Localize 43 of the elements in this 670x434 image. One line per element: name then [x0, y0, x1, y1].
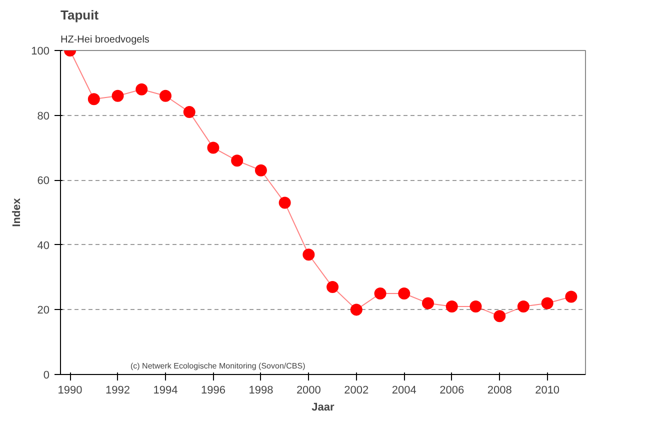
point [112, 90, 124, 102]
y-tick-label: 40 [37, 240, 50, 252]
y-tick-label: 60 [37, 175, 50, 188]
point [160, 90, 172, 102]
point [541, 297, 554, 310]
point [350, 304, 362, 316]
chart-subtitle: HZ-Hei broedvogels [60, 34, 150, 46]
point [207, 142, 220, 154]
point [374, 288, 386, 300]
point [231, 154, 244, 167]
point [278, 196, 291, 209]
point [254, 164, 267, 176]
point [302, 248, 315, 261]
x-tick-label: 1994 [153, 384, 178, 396]
y-tick-label: 20 [37, 304, 50, 317]
point [398, 288, 410, 300]
point [183, 106, 196, 118]
point [136, 83, 148, 96]
x-axis-title: Jaar [312, 402, 336, 414]
x-tick-label: 1992 [106, 384, 130, 396]
y-tick-label: 0 [43, 370, 50, 382]
x-tick-label: 1998 [248, 384, 274, 396]
point [470, 300, 482, 312]
point [494, 310, 506, 322]
x-tick-label: 2008 [487, 384, 512, 396]
x-tick-label: 2006 [440, 384, 464, 396]
point [422, 297, 434, 310]
point [88, 93, 100, 106]
x-tick-label: 2000 [296, 384, 321, 396]
x-tick-label: 1990 [58, 384, 82, 396]
point [517, 300, 530, 312]
point [446, 300, 458, 312]
y-tick-label: 80 [37, 110, 50, 122]
x-tick-label: 2002 [344, 384, 369, 396]
x-tick-label: 1996 [200, 384, 226, 396]
point [326, 281, 339, 294]
y-axis-title: Index [11, 197, 24, 227]
x-tick-label: 2004 [392, 384, 416, 396]
point [565, 290, 578, 303]
x-tick-label: 2010 [535, 384, 560, 396]
y-tick-label: 100 [31, 46, 50, 58]
chart-title: Tapuit [60, 8, 100, 22]
annotation: (c) Netwerk Ecologische Monitoring (Sovon/CBS) [130, 362, 306, 370]
